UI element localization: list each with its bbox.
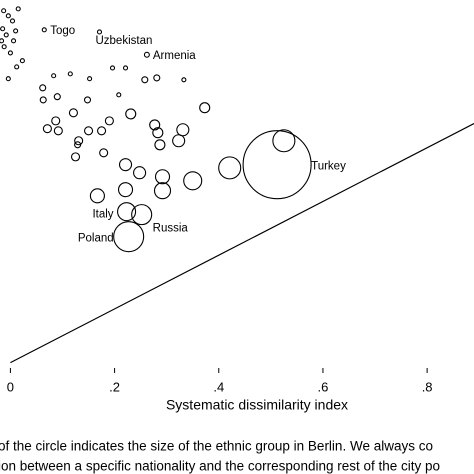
bubble: [133, 166, 147, 180]
bubble: [10, 38, 17, 44]
bubble: [149, 119, 161, 131]
bubble: [14, 64, 20, 70]
bubble: [152, 127, 164, 139]
bubble: [3, 32, 9, 38]
bubble: [183, 171, 203, 191]
point-label: Italy: [92, 209, 113, 221]
x-tick-label: .6: [318, 379, 329, 394]
bubble: [113, 221, 145, 253]
caption-line: of the circle indicates the size of the …: [0, 439, 433, 454]
bubble: [9, 18, 16, 24]
bubble: [83, 96, 92, 104]
bubble: [41, 27, 47, 33]
bubble: [117, 182, 134, 198]
point-label: Uzbekistan: [95, 35, 152, 47]
x-tick-label: .8: [422, 379, 433, 394]
x-tick-label: .2: [109, 379, 120, 394]
bubble: [51, 73, 57, 79]
bubble: [242, 130, 312, 200]
bubble: [125, 108, 137, 120]
reference-line: [10, 123, 474, 364]
bubble: [5, 13, 11, 19]
x-tick-label: 0: [7, 379, 14, 394]
bubble: [109, 65, 116, 71]
bubble: [0, 38, 5, 44]
bubble: [181, 77, 187, 83]
bubble: [118, 158, 133, 172]
point-label: Russia: [153, 223, 189, 235]
bubble: [199, 102, 211, 114]
bubble: [104, 116, 114, 126]
bubble: [51, 116, 61, 126]
bubble: [116, 92, 122, 98]
x-axis-label: Systematic dissimilarity index: [166, 397, 348, 413]
bubble: [99, 148, 109, 158]
bubble: [154, 139, 166, 151]
bubble: [141, 76, 149, 84]
bubble: [19, 58, 25, 64]
x-tick-label: .4: [213, 379, 224, 394]
bubble: [67, 71, 73, 77]
bubble: [218, 156, 242, 180]
bubble: [7, 50, 13, 56]
bubble: [74, 141, 82, 149]
point-label: Poland: [78, 233, 114, 245]
bubble: [96, 29, 103, 35]
point-label: Turkey: [311, 161, 346, 173]
bubble: [176, 123, 190, 137]
bubble: [39, 96, 47, 104]
bubble: [153, 74, 161, 82]
bubble: [97, 126, 107, 136]
bubble: [15, 6, 21, 12]
bubble: [1, 8, 7, 14]
bubble: [68, 108, 78, 118]
bubble: [0, 26, 6, 32]
bubble: [87, 76, 93, 82]
bubble: [53, 126, 63, 136]
caption-line: ion between a specific nationality and t…: [0, 459, 440, 474]
bubble: [70, 152, 81, 162]
bubble: [39, 84, 47, 92]
bubble: [122, 65, 129, 71]
point-label: Togo: [50, 25, 75, 37]
bubble: [117, 202, 137, 222]
bubble: [42, 124, 52, 134]
bubble: [131, 204, 153, 226]
bubble: [143, 51, 150, 58]
bubble: [272, 129, 296, 153]
bubble: [74, 136, 84, 146]
point-label: Armenia: [153, 50, 196, 62]
bubble: [5, 76, 11, 82]
bubble: [172, 134, 186, 148]
bubble: [89, 188, 105, 204]
bubble: [154, 169, 171, 185]
bubble: [1, 44, 7, 50]
bubble: [13, 28, 19, 34]
bubble: [153, 182, 172, 200]
bubble: [83, 126, 94, 136]
bubble: [53, 93, 61, 101]
